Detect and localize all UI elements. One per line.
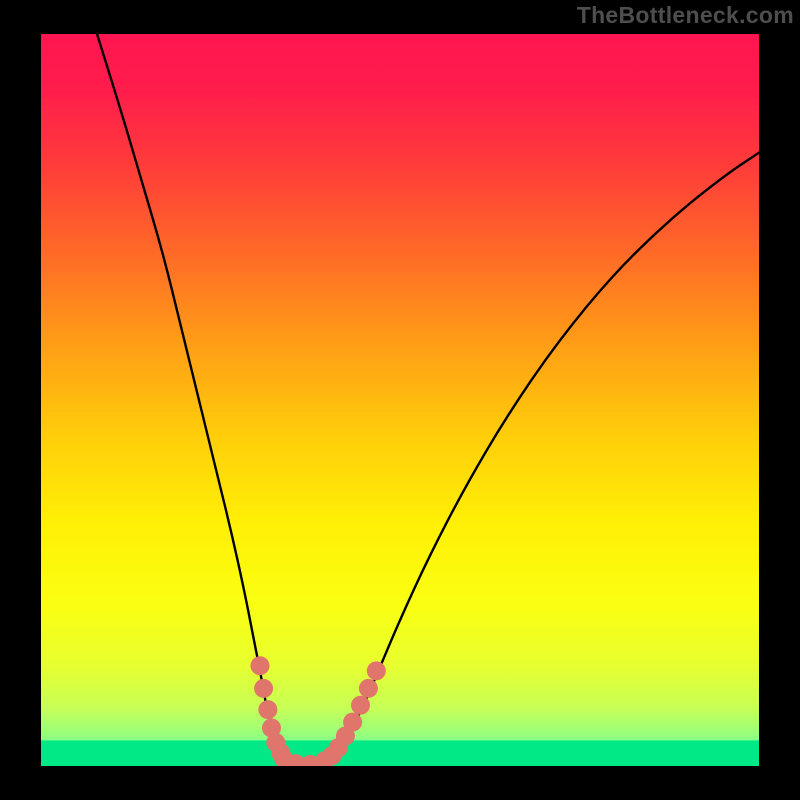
curve-marker	[258, 700, 277, 719]
bottleneck-chart	[0, 0, 800, 800]
green-bottom-band	[41, 740, 759, 766]
curve-marker	[343, 713, 362, 732]
curve-marker	[250, 656, 269, 675]
curve-marker	[359, 679, 378, 698]
watermark-text: TheBottleneck.com	[577, 2, 794, 29]
curve-marker	[367, 661, 386, 680]
curve-marker	[254, 679, 273, 698]
gradient-background	[41, 34, 759, 766]
curve-marker	[351, 696, 370, 715]
chart-container: { "watermark": { "text": "TheBottleneck.…	[0, 0, 800, 800]
